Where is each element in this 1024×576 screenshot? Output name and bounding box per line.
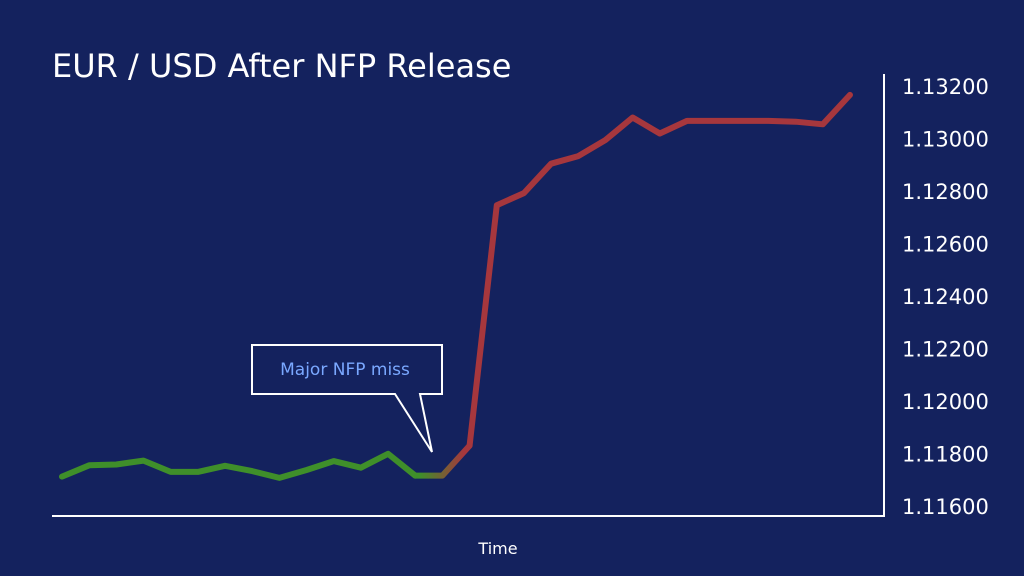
data-point xyxy=(304,467,310,473)
data-point xyxy=(358,465,364,471)
series-line-before-release xyxy=(59,450,419,481)
data-point xyxy=(521,190,527,196)
data-point xyxy=(385,451,391,457)
data-point xyxy=(630,115,636,121)
data-point xyxy=(711,118,717,124)
data-point xyxy=(847,92,853,98)
data-point xyxy=(412,473,418,479)
callout-label: Major NFP miss xyxy=(280,360,410,380)
y-tick-label: 1.12800 xyxy=(902,180,989,204)
data-point xyxy=(602,137,608,143)
data-point xyxy=(820,121,826,127)
annotation-callout: Major NFP miss xyxy=(251,344,443,453)
data-point xyxy=(113,462,119,468)
y-tick-label: 1.13200 xyxy=(902,75,989,99)
y-tick-label: 1.12200 xyxy=(902,338,989,362)
data-point xyxy=(439,473,445,479)
data-point xyxy=(141,458,147,464)
chart-title: EUR / USD After NFP Release xyxy=(52,47,511,85)
data-point xyxy=(276,475,282,481)
series-line-transition xyxy=(412,442,473,479)
data-point xyxy=(738,118,744,124)
callout-box xyxy=(251,344,443,453)
data-point xyxy=(548,161,554,167)
y-tick-label: 1.13000 xyxy=(902,128,989,152)
data-point xyxy=(195,469,201,475)
data-point xyxy=(575,153,581,159)
data-point xyxy=(249,468,255,474)
data-point xyxy=(467,443,473,449)
data-point xyxy=(168,469,174,475)
y-tick-label: 1.12000 xyxy=(902,390,989,414)
y-tick-label: 1.12400 xyxy=(902,285,989,309)
x-axis-label: Time xyxy=(477,539,517,558)
data-point xyxy=(59,474,65,480)
data-point xyxy=(494,202,500,208)
data-point xyxy=(766,118,772,124)
data-point xyxy=(684,118,690,124)
series-line-after-release xyxy=(466,91,853,449)
y-tick-label: 1.11600 xyxy=(902,495,989,519)
data-point xyxy=(86,462,92,468)
data-point xyxy=(222,463,228,469)
data-point xyxy=(793,119,799,125)
data-point xyxy=(331,458,337,464)
data-point xyxy=(657,131,663,137)
series-layer xyxy=(59,91,853,481)
y-tick-label: 1.11800 xyxy=(902,443,989,467)
y-tick-label: 1.12600 xyxy=(902,233,989,257)
y-tick-labels: 1.13200 1.13000 1.12800 1.12600 1.12400 1.122… xyxy=(902,75,989,519)
